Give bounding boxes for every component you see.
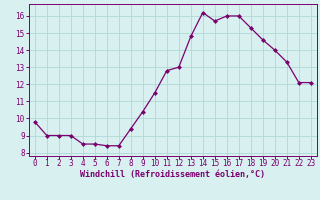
X-axis label: Windchill (Refroidissement éolien,°C): Windchill (Refroidissement éolien,°C) [80,170,265,179]
